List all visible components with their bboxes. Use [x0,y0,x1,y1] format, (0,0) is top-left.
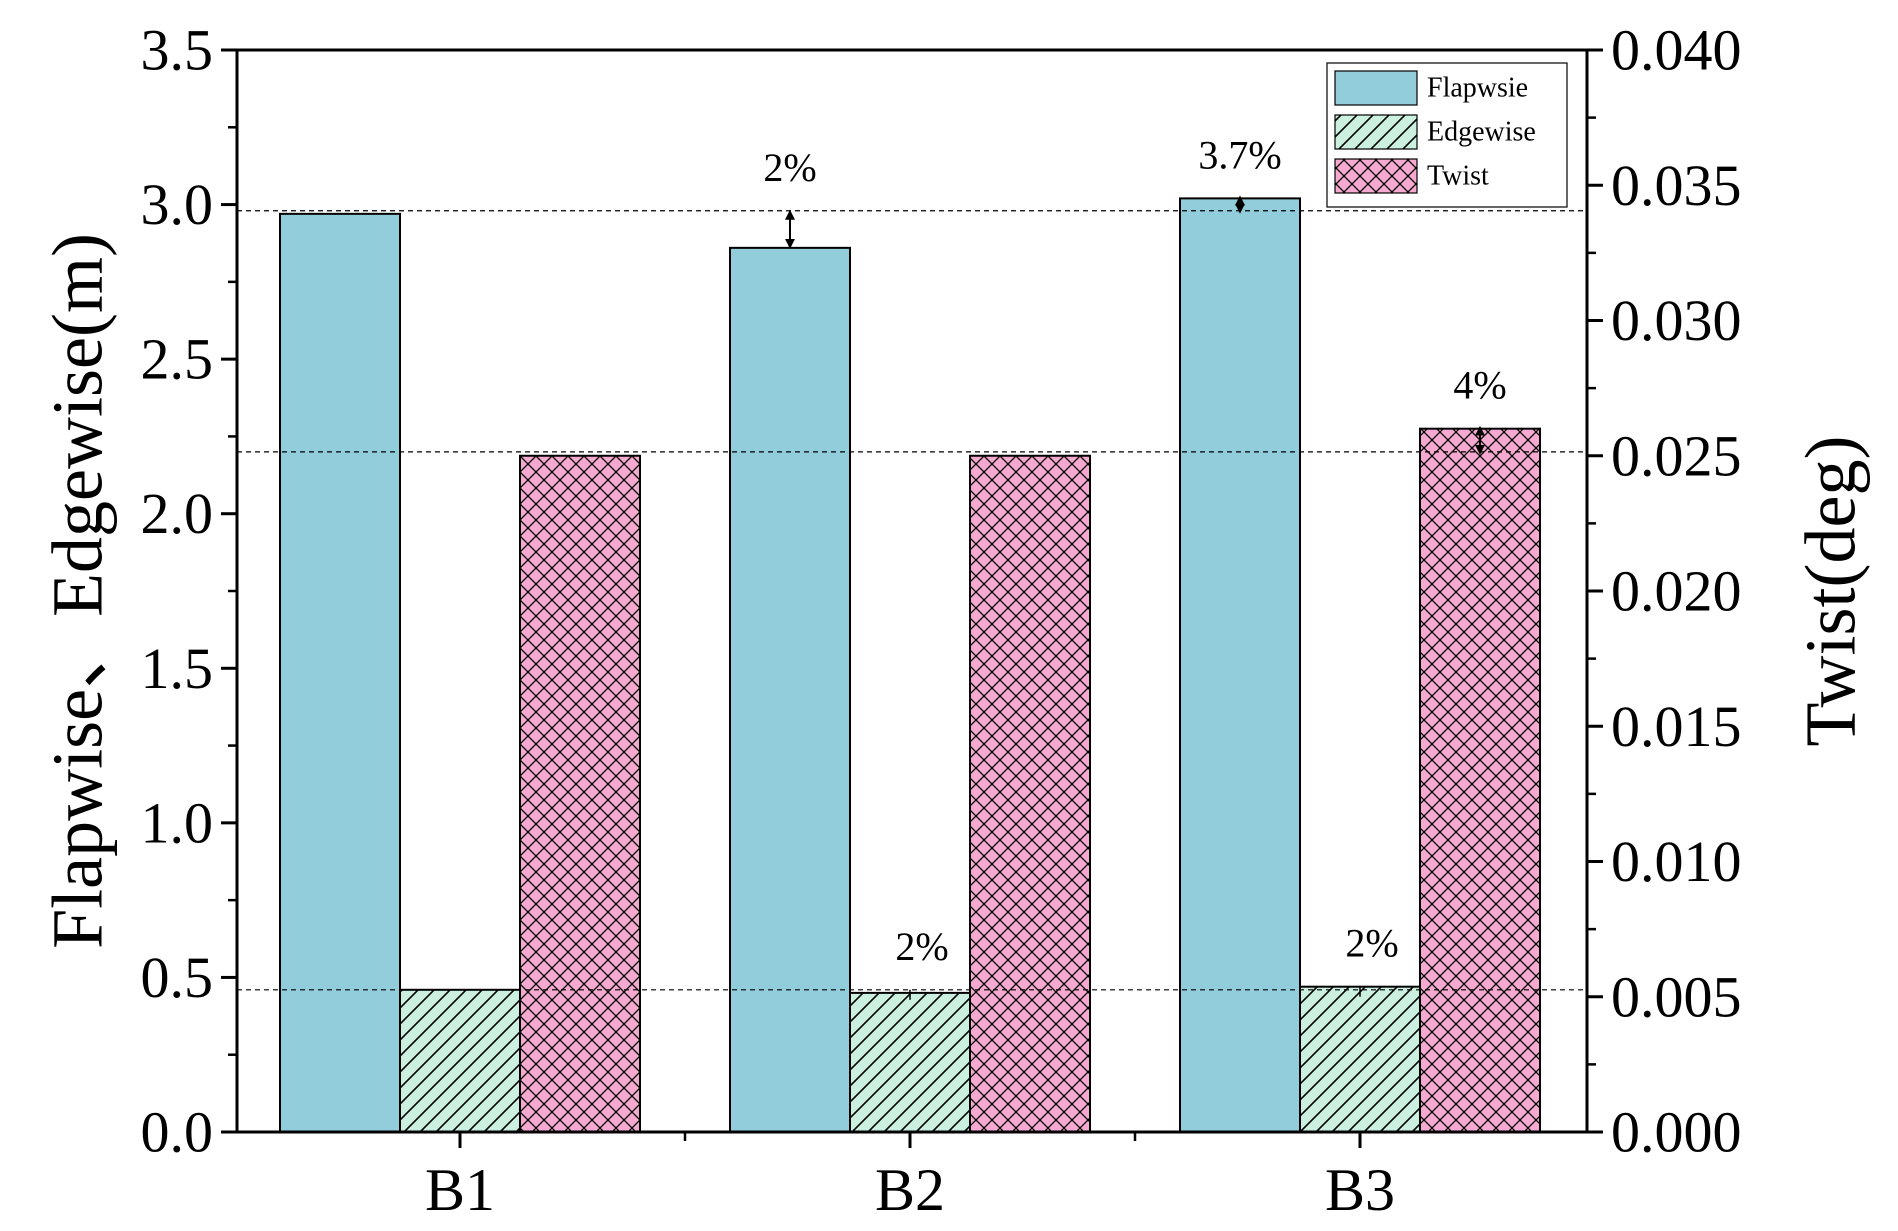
legend-label: Flapwsie [1427,73,1528,104]
left-axis: 0.0 0.5 1.0 1.5 2.0 2.5 3.0 3.5 [141,18,237,1165]
right-tick-label: 0.010 [1611,829,1742,894]
plot-frame [235,48,1589,1134]
left-tick-label: 2.0 [141,481,214,546]
left-tick-label: 0.0 [141,1100,214,1165]
legend-swatch-twist [1334,158,1418,194]
annotation-label: 2% [895,924,948,969]
x-tick-label: B3 [1325,1157,1395,1223]
legend-label: Edgewise [1427,117,1536,148]
x-tick-label: B2 [875,1157,945,1223]
annotations-group: 2% 3.7% 2% 2% 4% [763,132,1507,1000]
annotation-label: 2% [1345,921,1398,966]
annotation-label: 2% [763,145,816,190]
bar-twist-b3 [1419,427,1541,1133]
bar-twist-b2 [969,454,1091,1133]
right-tick-label: 0.040 [1611,18,1742,83]
left-axis-title: Flapwise、Edgewise(m) [38,233,118,949]
right-tick-label: 0.005 [1611,964,1742,1029]
right-tick-label: 0.000 [1611,1100,1742,1165]
bars-group [279,197,1541,1134]
legend-label: Twist [1427,161,1489,192]
legend-swatch-edgewise [1334,114,1418,150]
right-tick-label: 0.025 [1611,423,1742,488]
left-tick-label: 1.0 [141,790,214,855]
bar-flapwsie-b3 [1179,197,1301,1134]
x-tick-label: B1 [425,1157,495,1223]
left-tick-label: 2.5 [141,327,214,392]
bar-edgewise-b2 [849,991,971,1134]
right-tick-label: 0.020 [1611,559,1742,624]
bar-edgewise-b1 [399,988,521,1134]
x-axis: B1 B2 B3 [425,1132,1395,1223]
legend-swatch-flapwsie [1334,70,1418,106]
right-tick-label: 0.015 [1611,694,1742,759]
right-axis-title: Twist(deg) [1791,436,1871,747]
left-tick-label: 3.5 [141,18,214,83]
bar-edgewise-b3 [1299,985,1421,1134]
reference-lines [237,210,1587,991]
annotation-label: 3.7% [1198,132,1281,177]
left-tick-label: 3.0 [141,172,214,237]
bar-flapwsie-b1 [279,212,401,1134]
right-axis: 0.000 0.005 0.010 0.015 0.020 0.025 0.030 0.035… [1587,18,1742,1165]
left-tick-label: 0.5 [141,945,214,1010]
left-tick-label: 1.5 [141,636,214,701]
bar-twist-b1 [519,454,641,1133]
legend: Flapwsie Edgewise Twist [1326,62,1568,208]
bar-flapwsie-b2 [729,246,851,1133]
right-tick-label: 0.035 [1611,153,1742,218]
right-tick-label: 0.030 [1611,288,1742,353]
annotation-label: 4% [1453,363,1506,408]
